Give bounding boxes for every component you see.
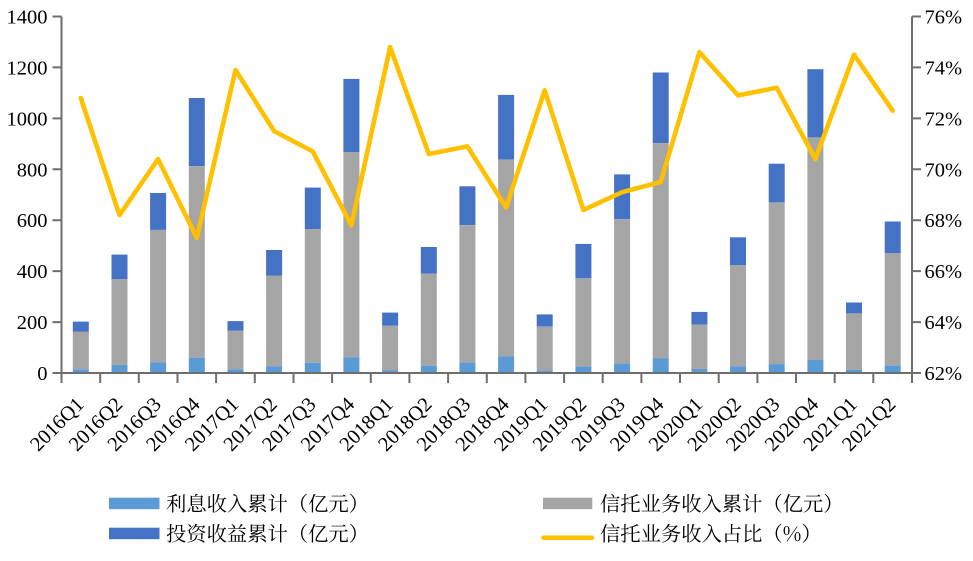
svg-text:76%: 76%: [925, 7, 963, 29]
svg-text:800: 800: [17, 159, 48, 181]
svg-text:66%: 66%: [925, 261, 963, 283]
svg-text:600: 600: [17, 210, 48, 232]
svg-text:70%: 70%: [925, 159, 963, 181]
svg-text:72%: 72%: [925, 108, 963, 130]
svg-text:400: 400: [17, 261, 48, 283]
svg-text:62%: 62%: [925, 363, 963, 385]
svg-text:1400: 1400: [7, 7, 48, 29]
svg-text:1000: 1000: [7, 108, 48, 130]
svg-text:64%: 64%: [925, 312, 963, 334]
svg-text:0: 0: [37, 363, 47, 385]
svg-text:74%: 74%: [925, 57, 963, 79]
svg-text:1200: 1200: [7, 57, 48, 79]
svg-text:200: 200: [17, 312, 48, 334]
svg-text:68%: 68%: [925, 210, 963, 232]
